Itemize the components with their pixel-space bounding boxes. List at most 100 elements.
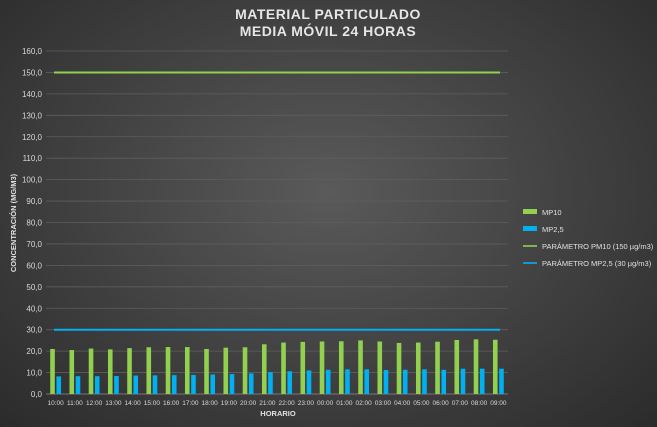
reference-lines: [54, 71, 500, 331]
x-tick-label: 21:00: [259, 400, 276, 407]
bar-mp10: [223, 347, 229, 394]
bar-mp10: [107, 349, 113, 394]
legend-entry: MP10: [542, 208, 562, 217]
y-tick-label: 150,0: [22, 68, 43, 77]
bar-mp2-5: [345, 369, 350, 394]
legend-entry: PARÁMETRO PM10 (150 µg/m3): [542, 242, 654, 251]
bar-mp2-5: [306, 370, 312, 394]
x-tick-label: 16:00: [163, 400, 180, 407]
x-tick-label: 06:00: [432, 400, 449, 407]
y-tick-label: 80,0: [26, 219, 42, 228]
bar-mp10: [146, 347, 152, 394]
bar-mp10: [473, 339, 479, 394]
x-tick-label: 08:00: [471, 400, 488, 407]
bar-mp2-5: [499, 368, 504, 394]
x-tick-label: 03:00: [375, 400, 392, 407]
y-tick-label: 0,0: [31, 390, 43, 399]
x-axis-label: HORARIO: [260, 409, 296, 418]
x-tick-label: 13:00: [105, 400, 122, 407]
y-tick-label: 110,0: [23, 154, 43, 163]
bar-mp2-5: [152, 375, 158, 394]
legend: MP10 MP2,5 PARÁMETRO PM10 (150 µg/m3) PARÁM…: [523, 208, 654, 268]
bar-mp10: [242, 347, 248, 394]
chart-title-line-1: MATERIAL PARTICULADO: [235, 6, 421, 22]
y-axis-ticks: 0,0 10,0 20,0 30,0 40,0 50,0 60,0 70,0 80,0 90,0 1…: [22, 47, 43, 399]
bar-mp10: [492, 339, 498, 394]
bar-mp2-5: [287, 371, 293, 394]
x-tick-label: 22:00: [278, 400, 295, 407]
bar-mp2-5: [191, 374, 196, 394]
bar-mp10: [281, 342, 286, 394]
bar-mp2-5: [402, 369, 408, 394]
x-axis-ticks: 10:00 11:00 12:00 13:00 14:00 15:00 16:00 17:00…: [47, 400, 506, 407]
bar-mp10: [358, 340, 363, 394]
x-tick-label: 04:00: [394, 400, 411, 407]
x-tick-label: 05:00: [413, 400, 430, 407]
bar-mp2-5: [364, 369, 370, 394]
bar-mp2-5: [210, 374, 216, 394]
x-tick-label: 14:00: [124, 400, 141, 407]
x-tick-label: 11:00: [67, 400, 83, 407]
x-tick-label: 10:00: [47, 400, 64, 407]
x-tick-label: 15:00: [144, 400, 161, 407]
bar-mp10: [165, 347, 171, 394]
y-tick-label: 120,0: [22, 133, 43, 142]
bar-mp10: [88, 348, 94, 394]
bar-mp2-5: [133, 375, 139, 394]
gridlines: [46, 50, 508, 395]
x-tick-label: 02:00: [355, 400, 372, 407]
y-axis-label: CONCENTRACIÓN (MG/M3): [9, 173, 18, 272]
bar-mp2-5: [94, 376, 100, 394]
x-tick-label: 09:00: [490, 400, 507, 407]
legend-entry: PARÁMETRO MP2,5 (30 µg/m3): [542, 259, 652, 268]
bar-mp10: [50, 348, 55, 394]
bar-mp2-5: [75, 376, 81, 394]
bar-mp2-5: [229, 374, 235, 394]
y-tick-label: 100,0: [22, 176, 43, 185]
legend-swatch: [523, 226, 537, 231]
chart-title-line-2: MEDIA MÓVIL 24 HORAS: [240, 22, 416, 39]
bar-mp10: [127, 348, 132, 394]
bar-mp10: [435, 341, 440, 394]
y-tick-label: 30,0: [26, 326, 42, 335]
x-tick-label: 07:00: [452, 400, 469, 407]
bar-mp2-5: [383, 369, 389, 394]
y-tick-label: 160,0: [22, 47, 43, 56]
bars: [50, 339, 504, 394]
bar-mp10: [69, 350, 75, 394]
bar-mp10: [396, 342, 402, 394]
x-tick-label: 18:00: [201, 400, 218, 407]
bar-mp10: [338, 341, 344, 394]
bar-mp2-5: [56, 376, 62, 394]
y-tick-label: 60,0: [26, 261, 42, 270]
bar-mp2-5: [268, 372, 273, 394]
y-tick-label: 140,0: [22, 90, 43, 99]
bar-mp2-5: [248, 373, 254, 394]
bar-mp2-5: [114, 375, 119, 394]
bar-mp2-5: [441, 369, 447, 394]
bar-mp10: [377, 341, 383, 394]
y-tick-label: 20,0: [26, 347, 42, 356]
x-tick-label: 23:00: [298, 400, 315, 407]
x-tick-label: 20:00: [240, 400, 257, 407]
x-tick-label: 17:00: [182, 400, 199, 407]
x-tick-label: 19:00: [221, 400, 238, 407]
bar-mp2-5: [479, 368, 485, 394]
y-tick-label: 50,0: [26, 283, 42, 292]
legend-swatch: [523, 209, 537, 214]
bar-mp10: [454, 339, 460, 394]
bar-mp2-5: [171, 375, 177, 394]
bar-mp10: [415, 342, 421, 394]
x-tick-label: 01:00: [336, 400, 353, 407]
y-tick-label: 10,0: [26, 369, 42, 378]
bar-mp2-5: [460, 368, 466, 394]
bar-mp10: [204, 348, 209, 394]
bar-mp10: [261, 344, 267, 394]
y-tick-label: 130,0: [22, 111, 43, 120]
y-tick-label: 90,0: [26, 197, 42, 206]
y-tick-label: 70,0: [26, 240, 42, 249]
legend-entry: MP2,5: [542, 225, 564, 234]
y-tick-label: 40,0: [26, 304, 42, 313]
bar-mp2-5: [422, 369, 427, 394]
